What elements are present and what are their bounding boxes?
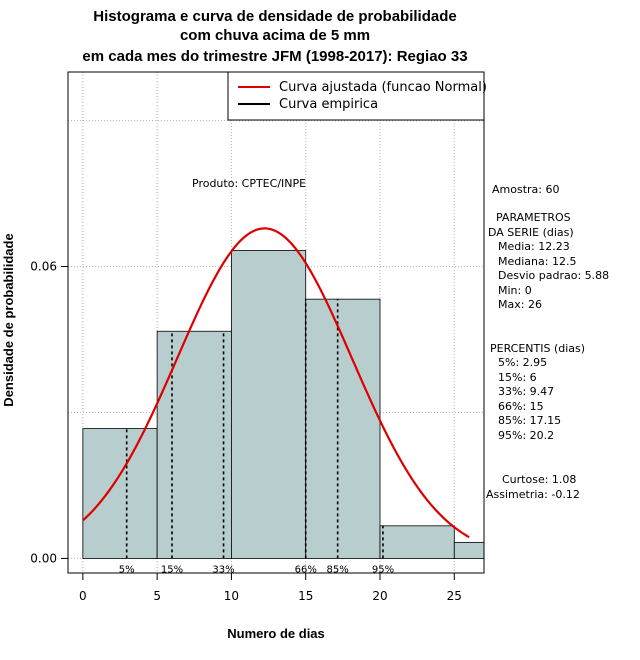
x-tick-label-5: 25 (447, 589, 462, 603)
percentile-label-1: 15% (161, 564, 183, 575)
histogram-bar-0 (82, 428, 158, 559)
stat-mediana: Mediana: 12.5 (498, 255, 576, 268)
stat-percentis-title: PERCENTIS (dias) (490, 342, 585, 355)
chart-title-line-1: Histograma e curva de densidade de proba… (93, 8, 456, 25)
fitted-curve (82, 227, 470, 539)
fitted-normal-curve (82, 227, 470, 539)
histogram-bar-1 (156, 330, 232, 559)
stat-parametros-title-2: DA SERIE (dias) (488, 226, 574, 239)
y-tick-label-0: 0.00 (30, 551, 57, 565)
stat-desvio: Desvio padrao: 5.88 (498, 269, 609, 282)
stats-panel: Amostra: 60 PARAMETROS DA SERIE (dias) M… (486, 183, 609, 501)
stat-p33: 33%: 9.47 (498, 385, 554, 398)
stat-p85: 85%: 17.15 (498, 414, 561, 427)
chart-title-line-2: com chuva acima de 5 mm (180, 27, 370, 44)
stat-assimetria: Assimetria: -0.12 (486, 488, 580, 501)
stat-amostra: Amostra: 60 (492, 183, 559, 196)
percentile-label-0: 5% (119, 564, 135, 575)
x-tick-label-0: 0 (79, 589, 87, 603)
stat-p15: 15%: 6 (498, 371, 537, 384)
y-axis-label: Densidade de probabilidade (1, 233, 16, 406)
x-tick-label-1: 5 (153, 589, 161, 603)
stat-p5: 5%: 2.95 (498, 356, 547, 369)
chart-title-line-3: em cada mes do trimestre JFM (1998-2017)… (82, 48, 467, 65)
stat-media: Media: 12.23 (498, 240, 570, 253)
y-tick-label-1: 0.06 (30, 260, 57, 274)
stat-p66: 66%: 15 (498, 400, 544, 413)
histogram-bars (82, 250, 485, 559)
histogram-bar-3 (305, 298, 381, 559)
legend: Curva ajustada (funcao Normal) Curva emp… (227, 71, 487, 121)
percentile-label-5: 95% (372, 564, 394, 575)
histogram-bar-2 (231, 250, 307, 559)
x-axis-label: Numero de dias (227, 626, 325, 641)
percentile-label-4: 85% (327, 564, 349, 575)
stat-p95: 95%: 20.2 (498, 429, 554, 442)
percentile-label-3: 66% (295, 564, 317, 575)
stat-max: Max: 26 (498, 298, 542, 311)
stat-curtose: Curtose: 1.08 (502, 473, 576, 486)
x-tick-label-2: 10 (224, 589, 239, 603)
product-annotation: Produto: CPTEC/INPE (192, 177, 306, 190)
legend-label-fitted: Curva ajustada (funcao Normal) (279, 80, 487, 95)
percentile-label-2: 33% (212, 564, 234, 575)
x-tick-label-3: 15 (298, 589, 313, 603)
legend-box (227, 71, 485, 121)
histogram-bar-4 (379, 525, 455, 559)
stat-parametros-title-1: PARAMETROS (496, 211, 571, 224)
legend-label-empirical: Curva empirica (279, 97, 378, 112)
percentile-lines: 5% 15% 33% 66% 85% 95% (119, 299, 394, 575)
x-tick-label-4: 20 (372, 589, 387, 603)
histogram-bar-5 (453, 541, 485, 559)
stat-min: Min: 0 (498, 284, 532, 297)
